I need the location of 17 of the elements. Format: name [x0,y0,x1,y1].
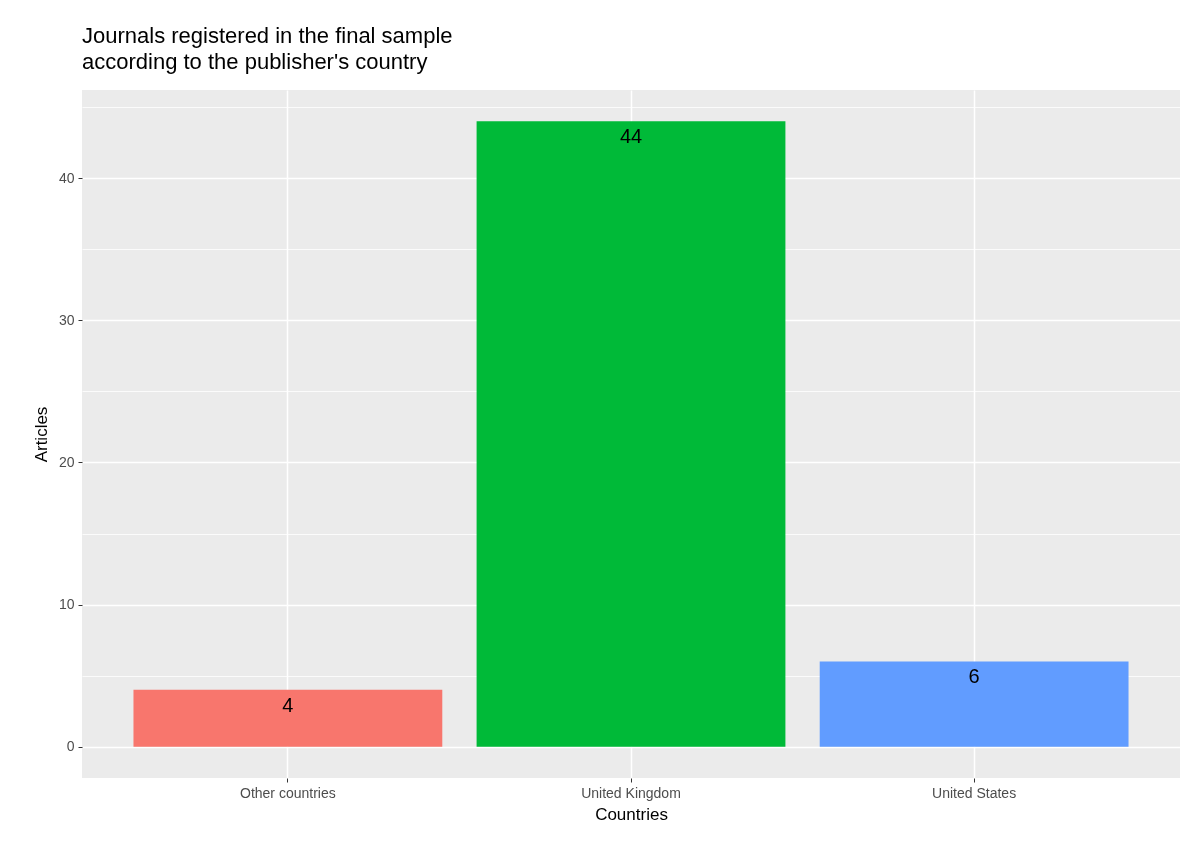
x-tick-label: United States [932,784,1017,801]
y-tick-label: 40 [58,169,75,186]
data-label: 44 [619,125,643,148]
y-tick-label: 0 [66,738,75,755]
bar [133,689,443,747]
y-tick-label: 30 [58,311,75,328]
bar [819,661,1129,747]
data-label: 6 [968,665,980,688]
x-tick-label: Other countries [240,784,336,801]
y-axis-title: Articles [31,406,51,463]
data-label: 4 [282,693,294,716]
y-tick-label: 20 [58,453,75,470]
chart-title: Journals registered in the final sample according to the publisher's country [82,23,453,74]
x-axis-title: Countries [595,804,668,824]
y-tick-label: 10 [58,596,75,613]
bar [476,121,786,747]
x-tick-label: United Kingdom [581,784,681,801]
